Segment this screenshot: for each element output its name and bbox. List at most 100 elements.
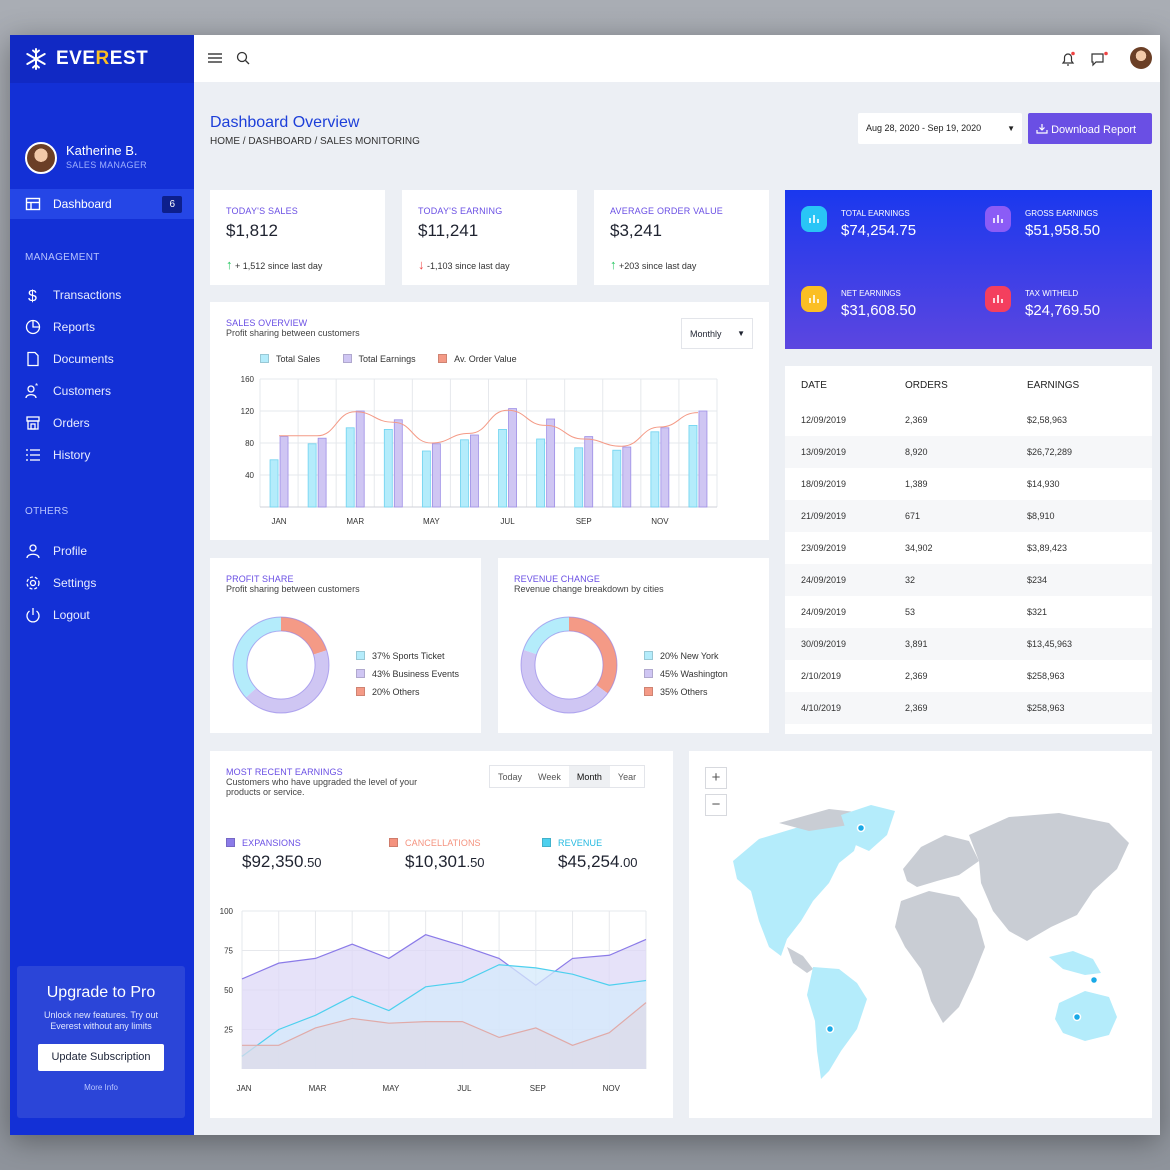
stat-delta-suffix: since last day <box>641 261 697 271</box>
sidebar-item-dashboard[interactable]: Dashboard 6 <box>10 189 194 219</box>
sidebar-item-label: Customers <box>53 384 112 398</box>
legend-item: Total Earnings <box>358 354 416 364</box>
bar-chart-icon <box>985 286 1011 312</box>
bar <box>355 410 365 508</box>
y-tick-label: 120 <box>241 407 255 416</box>
download-report-button[interactable]: Download Report <box>1028 113 1152 144</box>
profit-share-donut <box>232 616 330 714</box>
table-row[interactable]: 24/09/2019 53 $321 <box>785 596 1152 628</box>
sidebar-item-profile[interactable]: Profile <box>25 541 87 561</box>
earnings-table-card: DATE ORDERS EARNINGS 12/09/2019 2,369 $2,58,… <box>785 366 1152 734</box>
tab-year[interactable]: Year <box>617 772 637 782</box>
earning-value: $74,254.75 <box>841 222 917 239</box>
map-zoom-out-button[interactable]: − <box>705 794 727 816</box>
message-icon[interactable] <box>1090 51 1108 67</box>
table-cell: $321 <box>1027 607 1048 617</box>
map-region-indonesia[interactable] <box>1049 951 1101 975</box>
user-avatar[interactable] <box>25 141 57 174</box>
map-region-south-america[interactable] <box>807 967 867 1079</box>
stat-value: $3,241 <box>610 221 662 240</box>
sidebar-item-history[interactable]: History <box>25 445 90 465</box>
search-icon[interactable] <box>236 51 250 65</box>
sidebar-item-transactions[interactable]: $ Transactions <box>25 285 121 305</box>
donut-slice <box>233 617 329 713</box>
table-row[interactable]: 4/10/2019 2,369 $258,963 <box>785 692 1152 724</box>
period-select[interactable]: Monthly ▼ <box>681 318 753 349</box>
user-star-icon: * <box>25 383 38 399</box>
sidebar-item-documents[interactable]: Documents <box>25 349 114 369</box>
world-map[interactable] <box>689 751 1152 1118</box>
sidebar-item-label: Transactions <box>53 288 122 302</box>
map-marker[interactable] <box>856 823 866 833</box>
legend-item: 35% Others <box>660 687 708 697</box>
upgrade-title: Upgrade to Pro <box>46 984 156 1001</box>
table-row[interactable]: 13/09/2019 8,920 $26,72,289 <box>785 436 1152 468</box>
map-region-greenland[interactable] <box>841 805 895 851</box>
update-subscription-button[interactable]: Update Subscription <box>38 1044 164 1071</box>
more-info-link[interactable]: More Info <box>84 1083 118 1092</box>
sidebar: EVE R EST Katherine B. SALES MANAGER Dashb… <box>10 35 194 1135</box>
table-row[interactable]: 18/09/2019 1,389 $14,930 <box>785 468 1152 500</box>
map-region-africa <box>895 891 985 1023</box>
bar <box>460 439 469 508</box>
area-line <box>241 934 647 987</box>
sidebar-item-logout[interactable]: Logout <box>25 605 90 625</box>
map-marker[interactable] <box>1072 1012 1082 1022</box>
tab-week[interactable]: Week <box>538 772 561 782</box>
column-header[interactable]: EARNINGS <box>1027 379 1080 391</box>
stat-delta: ↑ +203 since last day <box>610 257 696 272</box>
table-row[interactable]: 12/09/2019 2,369 $2,58,963 <box>785 404 1152 436</box>
table-cell: 53 <box>905 607 916 617</box>
sidebar-item-settings[interactable]: Settings <box>25 573 96 593</box>
earning-label: GROSS EARNINGS <box>1025 209 1098 218</box>
map-marker[interactable] <box>1089 975 1099 985</box>
table-row[interactable]: 23/09/2019 34,902 $3,89,423 <box>785 532 1152 564</box>
brand-logo[interactable]: EVE R EST <box>10 35 194 83</box>
profit-share-card: PROFIT SHARE Profit sharing between cust… <box>210 558 481 733</box>
breadcrumb[interactable]: HOME / DASHBOARD / SALES MONITORING <box>210 136 420 147</box>
sidebar-item-reports[interactable]: Reports <box>25 317 95 337</box>
bar <box>688 425 698 508</box>
hamburger-menu-icon[interactable] <box>208 51 222 65</box>
table-cell: 671 <box>905 500 1027 532</box>
date-range-select[interactable]: Aug 28, 2020 - Sep 19, 2020 ▼ <box>858 113 1022 144</box>
sidebar-item-orders[interactable]: Orders <box>25 413 90 433</box>
map-region-europe <box>903 835 979 887</box>
x-tick-label: JAN <box>271 517 286 526</box>
stat-delta-value: -1,103 <box>427 261 453 271</box>
sidebar-item-customers[interactable]: * Customers <box>25 381 111 401</box>
map-marker[interactable] <box>825 1024 835 1034</box>
x-tick-label: SEP <box>576 517 592 526</box>
stat-label: TODAY'S SALES <box>226 206 299 216</box>
table-cell: $13,45,963 <box>1027 628 1152 660</box>
bar <box>508 408 517 508</box>
bar <box>536 438 546 508</box>
y-tick-label: 75 <box>224 947 233 956</box>
map-zoom-in-button[interactable]: + <box>705 767 727 789</box>
tab-today[interactable]: Today <box>498 772 523 782</box>
earning-value: $31,608.50 <box>841 302 917 319</box>
revenue-change-card: REVENUE CHANGE Revenue change breakdown … <box>498 558 769 733</box>
bar-chart-icon <box>801 286 827 312</box>
table-row[interactable]: 30/09/2019 3,891 $13,45,963 <box>785 628 1152 660</box>
map-region-australia[interactable] <box>1055 991 1117 1041</box>
section-label: PROFIT SHARE <box>226 574 294 584</box>
table-row[interactable]: 2/10/2019 2,369 $258,963 <box>785 660 1152 692</box>
section-subtitle: Profit sharing between customers <box>226 584 360 594</box>
top-avatar[interactable] <box>1130 47 1152 69</box>
table-row[interactable]: 24/09/2019 32 $234 <box>785 564 1152 596</box>
legend-swatch <box>644 651 653 660</box>
column-header[interactable]: DATE <box>801 379 827 391</box>
legend-item: 43% Business Events <box>372 669 460 679</box>
tab-month[interactable]: Month <box>568 766 610 787</box>
column-header[interactable]: ORDERS <box>905 379 948 391</box>
user-profile[interactable]: Katherine B. SALES MANAGER <box>10 83 194 205</box>
metric-value: $45,254 <box>558 852 620 871</box>
table-cell: 24/09/2019 <box>785 564 905 596</box>
chart-legend: Total Sales Total Earnings Av. Order Val… <box>260 354 517 364</box>
arrow-up-icon: ↑ <box>610 257 617 272</box>
stat-card-order-value: AVERAGE ORDER VALUE $3,241 ↑ +203 since … <box>594 190 769 285</box>
map-region-north-america[interactable] <box>733 821 861 956</box>
table-row[interactable]: 21/09/2019 671 $8,910 <box>785 500 1152 532</box>
bell-icon[interactable] <box>1060 51 1076 67</box>
